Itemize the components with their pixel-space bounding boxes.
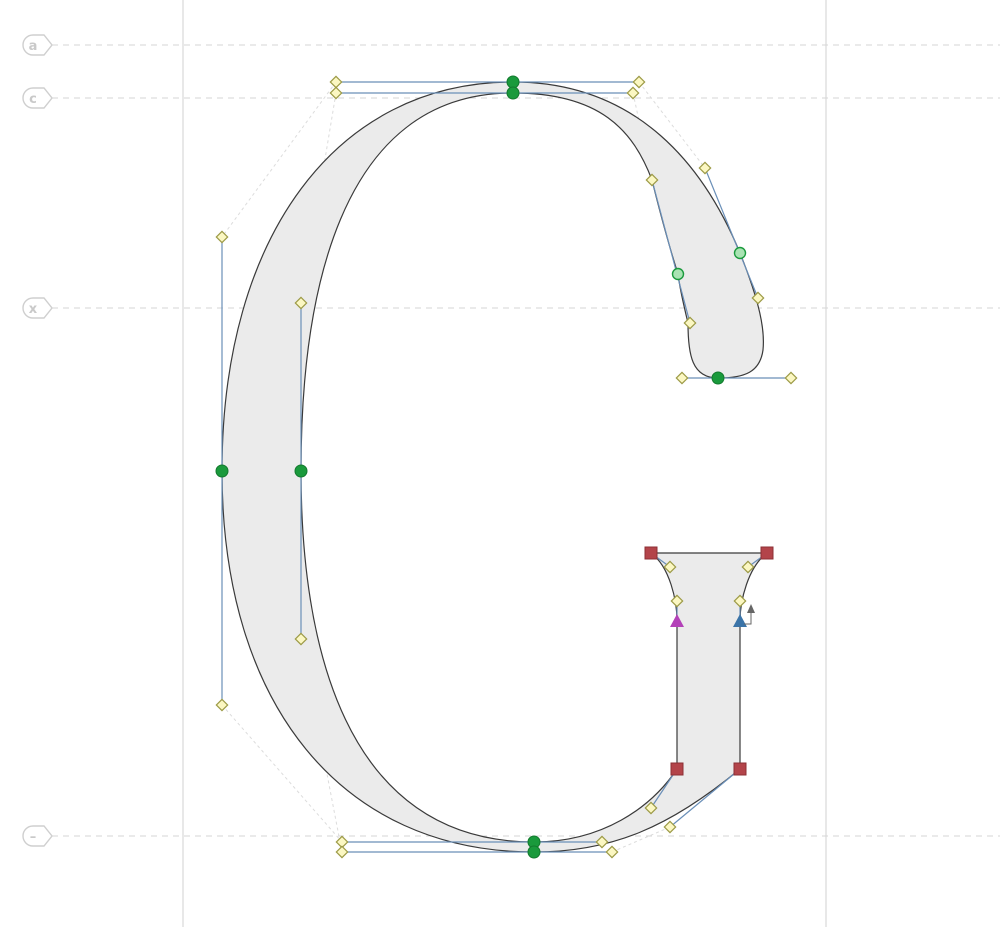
yellow-diamond-handle-icon[interactable] [335,835,349,849]
green-circle-node-icon[interactable] [711,371,725,385]
blue-triangle-start-point-icon[interactable] [733,614,747,627]
guidelines [52,44,1000,837]
guideline-tag-label: a [29,39,38,54]
corner-points [644,546,774,776]
guideline-tag-label: x [29,302,38,317]
yellow-diamond-handle-icon[interactable] [751,291,765,305]
yellow-diamond-handle-icon[interactable] [645,173,659,187]
yellow-diamond-handle-icon[interactable] [663,560,677,574]
guideline-tag-ascender[interactable]: a [22,34,53,56]
red-square-node-icon[interactable] [644,546,658,560]
guideline-tag-cap-height[interactable]: c [22,87,53,109]
direction-arrow-icon [744,604,755,625]
yellow-diamond-handle-icon[interactable] [675,371,689,385]
yellow-diamond-handle-icon[interactable] [329,75,343,89]
yellow-diamond-handle-icon[interactable] [784,371,798,385]
yellow-diamond-handle-icon[interactable] [605,845,619,859]
yellow-diamond-handle-icon[interactable] [626,86,640,100]
guideline-tag-shape [22,297,53,319]
red-square-node-icon[interactable] [670,762,684,776]
green-circle-node-icon[interactable] [294,464,308,478]
yellow-diamond-handle-icon[interactable] [595,835,609,849]
green-circle-node-icon[interactable] [215,464,229,478]
selected-green-circle-node-icon[interactable] [733,246,747,260]
yellow-diamond-handle-icon[interactable] [644,801,658,815]
pink-triangle-start-point-icon[interactable] [670,614,684,627]
guideline-tag-shape [22,87,53,109]
guideline-tag-label: c [29,92,37,107]
yellow-diamond-handle-icon[interactable] [632,75,646,89]
red-square-node-icon[interactable] [733,762,747,776]
green-circle-node-icon[interactable] [527,845,541,859]
green-circle-node-icon[interactable] [506,75,520,89]
yellow-diamond-handle-icon[interactable] [670,594,684,608]
guideline-tag-baseline[interactable]: – [22,825,53,847]
off-curve-points [215,75,798,859]
start-point-markers [670,604,755,627]
yellow-diamond-handle-icon[interactable] [683,316,697,330]
yellow-diamond-handle-icon[interactable] [698,161,712,175]
yellow-diamond-handle-icon[interactable] [294,296,308,310]
selected-green-circle-node-icon[interactable] [671,267,685,281]
yellow-diamond-handle-icon[interactable] [733,594,747,608]
smooth-on-curve-points [215,75,747,859]
yellow-diamond-handle-icon[interactable] [335,845,349,859]
yellow-diamond-handle-icon[interactable] [741,560,755,574]
guideline-tag-shape [22,825,53,847]
green-circle-node-icon[interactable] [506,86,520,100]
guideline-tag-x-height[interactable]: x [22,297,53,319]
guideline-tag-shape [22,34,53,56]
yellow-diamond-handle-icon[interactable] [215,230,229,244]
yellow-diamond-handle-icon[interactable] [663,820,677,834]
yellow-diamond-handle-icon[interactable] [329,86,343,100]
yellow-diamond-handle-icon[interactable] [294,632,308,646]
yellow-diamond-handle-icon[interactable] [215,698,229,712]
red-square-node-icon[interactable] [760,546,774,560]
guideline-tag-label: – [30,830,37,845]
